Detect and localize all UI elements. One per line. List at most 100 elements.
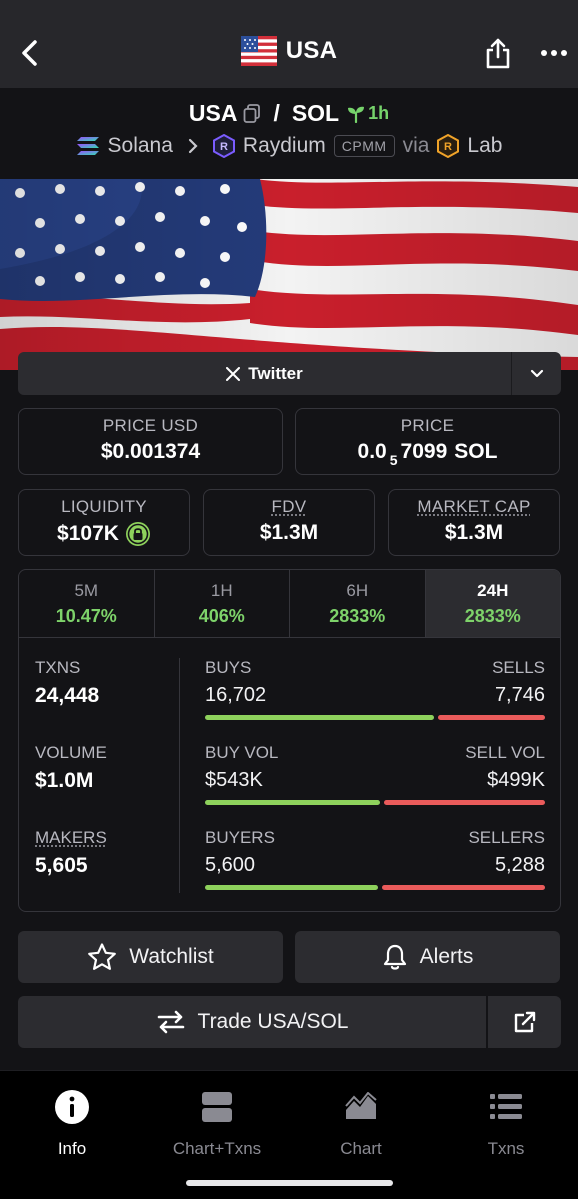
txns-value: 24,448 bbox=[35, 684, 100, 707]
buyers-bar bbox=[205, 885, 378, 890]
market-cap-label[interactable]: MARKET CAP bbox=[417, 497, 531, 516]
social-links-bar: Twitter bbox=[18, 352, 561, 395]
tab-5m-name: 5M bbox=[74, 581, 99, 600]
tab-txns-label: Txns bbox=[487, 1139, 525, 1158]
tab-1h[interactable]: 1H 406% bbox=[155, 570, 290, 637]
makers-stat: MAKERS 5,605 bbox=[35, 828, 180, 911]
trade-label: Trade USA/SOL bbox=[197, 1010, 349, 1033]
alerts-button[interactable]: Alerts bbox=[295, 931, 560, 983]
price-native-digits: 7099 bbox=[400, 440, 448, 463]
us-flag-icon bbox=[240, 36, 277, 66]
home-indicator bbox=[186, 1180, 393, 1186]
tab-24h-name: 24H bbox=[477, 581, 509, 600]
dex-name[interactable]: Raydium bbox=[242, 134, 326, 157]
chevron-right-icon bbox=[188, 138, 198, 154]
bell-icon bbox=[383, 944, 406, 970]
timeframe-stats-panel: 5M 10.47% 1H 406% 6H 2833% 24H 2833% TXN… bbox=[18, 569, 561, 912]
star-icon bbox=[88, 943, 117, 970]
chain-row: Solana R Raydium CPMM via R Lab bbox=[0, 134, 578, 158]
token-banner-image bbox=[0, 179, 578, 370]
tab-chart-txns-label: Chart+Txns bbox=[172, 1139, 262, 1158]
makers-value: 5,605 bbox=[35, 854, 88, 877]
price-native-box: PRICE 0.0 5 7099 SOL bbox=[295, 408, 560, 475]
price-usd-value: $0.001374 bbox=[100, 440, 201, 463]
buys-value: 16,702 bbox=[205, 684, 267, 706]
buyers-label: BUYERS bbox=[205, 828, 275, 847]
market-cap-value: $1.3M bbox=[444, 521, 504, 544]
price-native-label: PRICE bbox=[400, 416, 455, 435]
tab-6h-change: 2833% bbox=[329, 606, 386, 626]
buyers-ratio-bar bbox=[205, 885, 545, 890]
volume-label: VOLUME bbox=[35, 743, 107, 762]
volume-split-stat: BUY VOL SELL VOL $543K $499K bbox=[205, 743, 545, 828]
liquidity-value: $107K bbox=[57, 522, 119, 545]
sellers-bar bbox=[381, 885, 545, 890]
tab-24h[interactable]: 24H 2833% bbox=[425, 570, 560, 637]
twitter-link-button[interactable]: Twitter bbox=[18, 352, 511, 395]
chain-name[interactable]: Solana bbox=[107, 134, 173, 157]
swap-arrows-icon bbox=[157, 1010, 184, 1034]
svg-text:R: R bbox=[444, 141, 452, 153]
info-icon bbox=[55, 1090, 89, 1124]
fdv-label[interactable]: FDV bbox=[271, 497, 307, 516]
copy-icon[interactable] bbox=[243, 103, 261, 124]
back-button[interactable] bbox=[14, 34, 46, 72]
summary-stats: TXNS 24,448 VOLUME $1.0M MAKERS 5,605 bbox=[35, 658, 180, 911]
volume-ratio-bar bbox=[205, 800, 545, 805]
liquidity-box: LIQUIDITY $107K bbox=[18, 489, 190, 556]
list-icon bbox=[490, 1094, 522, 1119]
buy-sell-stats: BUYS SELLS 16,702 7,746 BUY VOL SELL VOL bbox=[205, 658, 545, 911]
fdv-value: $1.3M bbox=[259, 521, 319, 544]
buy-vol-bar bbox=[205, 800, 381, 805]
price-usd-label: PRICE USD bbox=[102, 416, 199, 435]
launchpad-icon: R bbox=[437, 134, 460, 158]
tab-1h-name: 1H bbox=[210, 581, 233, 600]
base-token: USA bbox=[188, 100, 238, 126]
market-cap-box: MARKET CAP $1.3M bbox=[388, 489, 560, 556]
sellers-value: 5,288 bbox=[494, 854, 545, 876]
launchpad-name[interactable]: Lab bbox=[467, 134, 503, 157]
price-native-value: 0.0 5 7099 SOL bbox=[296, 440, 559, 468]
pool-type-badge: CPMM bbox=[333, 135, 395, 157]
pair-header: USA / SOL 1h bbox=[0, 100, 578, 127]
social-links-dropdown[interactable] bbox=[511, 352, 561, 395]
trade-external-button[interactable] bbox=[488, 996, 561, 1048]
stats-divider bbox=[179, 658, 180, 893]
tab-chart-label: Chart bbox=[340, 1139, 382, 1158]
txns-stat: TXNS 24,448 bbox=[35, 658, 180, 743]
tab-txns[interactable]: Txns bbox=[441, 1089, 571, 1159]
sprout-icon bbox=[348, 106, 365, 123]
page-title: USA bbox=[285, 37, 338, 64]
lock-icon[interactable] bbox=[125, 521, 151, 547]
buy-vol-value: $543K bbox=[205, 769, 263, 791]
liquidity-label: LIQUIDITY bbox=[61, 497, 147, 516]
volume-stat: VOLUME $1.0M bbox=[35, 743, 180, 828]
share-icon bbox=[486, 38, 510, 69]
pair-age: 1h bbox=[347, 103, 389, 124]
tab-info[interactable]: Info bbox=[7, 1089, 137, 1159]
sells-bar bbox=[438, 715, 545, 720]
makers-label[interactable]: MAKERS bbox=[35, 828, 107, 847]
watchlist-label: Watchlist bbox=[129, 945, 214, 968]
more-button[interactable] bbox=[536, 38, 572, 68]
bottom-tab-bar: Info Chart+Txns Chart bbox=[0, 1070, 578, 1199]
quote-token: SOL bbox=[291, 100, 340, 126]
tab-5m[interactable]: 5M 10.47% bbox=[19, 570, 155, 637]
sell-vol-label: SELL VOL bbox=[465, 743, 545, 762]
external-link-icon bbox=[514, 1011, 535, 1033]
tab-chart[interactable]: Chart bbox=[296, 1089, 426, 1159]
watchlist-button[interactable]: Watchlist bbox=[18, 931, 283, 983]
tab-6h-name: 6H bbox=[346, 581, 369, 600]
price-native-zero-count: 5 bbox=[389, 452, 398, 468]
txns-label: TXNS bbox=[35, 658, 81, 677]
tab-chart-txns[interactable]: Chart+Txns bbox=[152, 1089, 282, 1159]
price-native-prefix: 0.0 bbox=[357, 440, 387, 463]
share-button[interactable] bbox=[482, 34, 514, 72]
tab-6h[interactable]: 6H 2833% bbox=[290, 570, 426, 637]
buys-label: BUYS bbox=[205, 658, 252, 677]
top-nav: USA bbox=[0, 0, 578, 88]
trade-button[interactable]: Trade USA/SOL bbox=[18, 996, 486, 1048]
buys-sells-ratio-bar bbox=[205, 715, 545, 720]
buyers-sellers-stat: BUYERS SELLERS 5,600 5,288 bbox=[205, 828, 545, 911]
